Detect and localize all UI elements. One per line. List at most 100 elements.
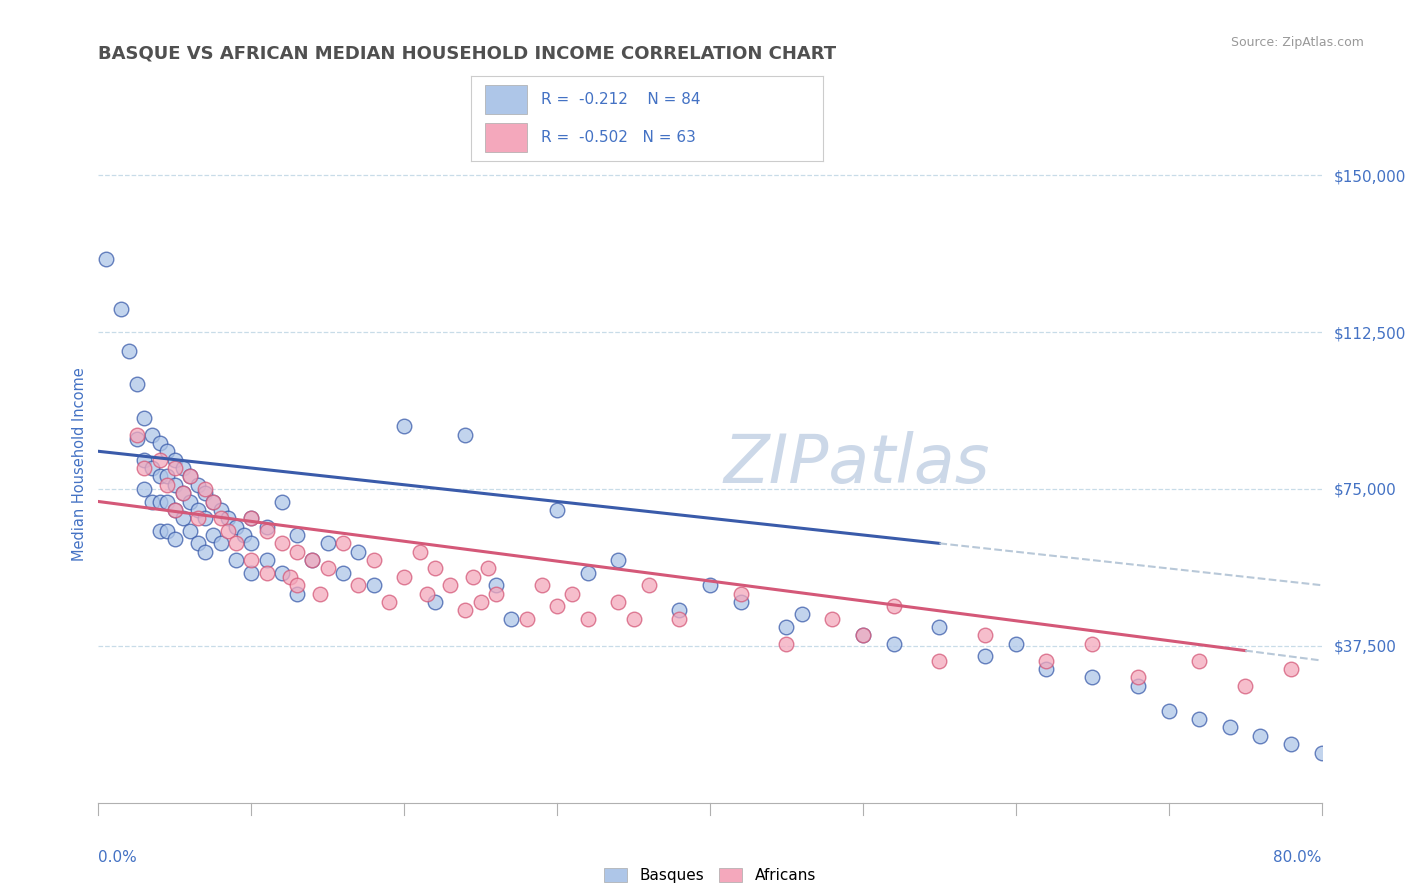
Point <box>125 432 148 446</box>
Point <box>217 511 239 525</box>
Point <box>576 566 599 580</box>
Point <box>209 503 232 517</box>
Point <box>790 607 813 622</box>
Point <box>125 377 148 392</box>
Point <box>1219 721 1241 735</box>
Point <box>1081 637 1104 651</box>
Point <box>454 603 477 617</box>
Point <box>1279 662 1302 676</box>
Point <box>187 503 209 517</box>
Point <box>156 494 179 508</box>
Point <box>883 637 905 651</box>
Point <box>347 578 370 592</box>
Point <box>309 586 332 600</box>
Point <box>163 532 186 546</box>
Point <box>332 566 354 580</box>
Point <box>217 524 239 538</box>
Point <box>172 486 194 500</box>
Point <box>240 566 263 580</box>
Point <box>477 561 499 575</box>
Point <box>149 524 172 538</box>
Point <box>316 536 339 550</box>
Point <box>285 578 308 592</box>
Point <box>301 553 323 567</box>
Point <box>470 595 492 609</box>
Point <box>347 545 370 559</box>
Point <box>256 524 278 538</box>
Point <box>1310 746 1333 760</box>
Y-axis label: Median Household Income: Median Household Income <box>72 367 87 561</box>
Point <box>118 343 141 358</box>
Point <box>149 469 172 483</box>
Point <box>1234 679 1257 693</box>
Point <box>240 536 263 550</box>
Point <box>408 545 430 559</box>
Point <box>1081 670 1104 684</box>
Text: BASQUE VS AFRICAN MEDIAN HOUSEHOLD INCOME CORRELATION CHART: BASQUE VS AFRICAN MEDIAN HOUSEHOLD INCOM… <box>98 45 837 62</box>
Point <box>232 528 254 542</box>
Point <box>285 586 308 600</box>
Point <box>821 612 844 626</box>
Point <box>187 477 209 491</box>
Point <box>485 578 508 592</box>
Point <box>134 410 156 425</box>
Point <box>285 528 308 542</box>
Point <box>156 444 179 458</box>
Point <box>392 570 416 584</box>
Point <box>156 524 179 538</box>
Point <box>623 612 645 626</box>
Point <box>928 653 950 667</box>
Point <box>928 620 950 634</box>
Point <box>202 528 225 542</box>
Point <box>423 561 446 575</box>
Point <box>516 612 538 626</box>
Point <box>392 419 416 434</box>
Point <box>501 612 523 626</box>
Point <box>439 578 461 592</box>
Point <box>149 494 172 508</box>
Point <box>546 503 568 517</box>
Point <box>607 595 630 609</box>
Point <box>316 561 339 575</box>
Point <box>240 511 263 525</box>
Point <box>1249 729 1271 743</box>
Point <box>209 511 232 525</box>
Text: R =  -0.502   N = 63: R = -0.502 N = 63 <box>541 129 696 145</box>
Point <box>141 494 163 508</box>
Point <box>530 578 553 592</box>
Point <box>240 511 263 525</box>
Point <box>1386 712 1406 726</box>
Point <box>454 427 477 442</box>
Point <box>149 436 172 450</box>
Point <box>485 586 508 600</box>
Point <box>179 494 201 508</box>
Point <box>637 578 661 592</box>
Point <box>974 649 997 664</box>
Text: 0.0%: 0.0% <box>98 850 138 865</box>
Point <box>378 595 401 609</box>
Point <box>209 536 232 550</box>
Point <box>163 461 186 475</box>
Point <box>1128 670 1150 684</box>
Point <box>163 452 186 467</box>
Point <box>332 536 354 550</box>
Point <box>179 469 201 483</box>
Legend: Basques, Africans: Basques, Africans <box>605 868 815 883</box>
Point <box>1279 737 1302 751</box>
Point <box>163 503 186 517</box>
Point <box>179 524 201 538</box>
Text: 80.0%: 80.0% <box>1274 850 1322 865</box>
Point <box>1341 695 1364 709</box>
Point <box>668 612 690 626</box>
Point <box>134 452 156 467</box>
Point <box>775 637 797 651</box>
Point <box>134 461 156 475</box>
Point <box>156 469 179 483</box>
Point <box>668 603 690 617</box>
Point <box>202 494 225 508</box>
Point <box>256 519 278 533</box>
Point <box>187 511 209 525</box>
Point <box>240 553 263 567</box>
Point <box>1004 637 1026 651</box>
Point <box>194 486 217 500</box>
